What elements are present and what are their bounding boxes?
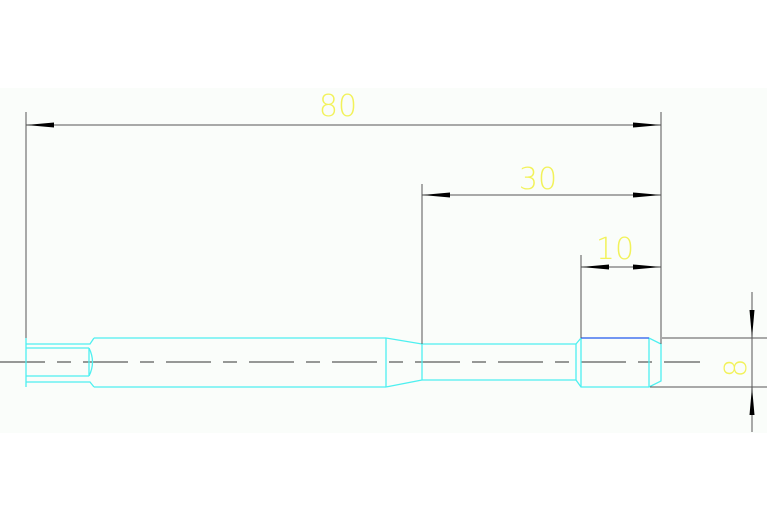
dimension-8-label: 8 [719,358,754,377]
dimension-10 [580,255,661,338]
drawing-area [0,88,767,433]
dimension-30 [421,184,661,344]
dimension-8 [650,292,767,432]
dimension-80-label: 80 [319,89,357,124]
dimension-30-label: 30 [519,162,557,197]
dimension-80 [25,112,662,344]
shaft-outline [25,337,662,388]
dimension-10-label: 10 [596,232,634,267]
